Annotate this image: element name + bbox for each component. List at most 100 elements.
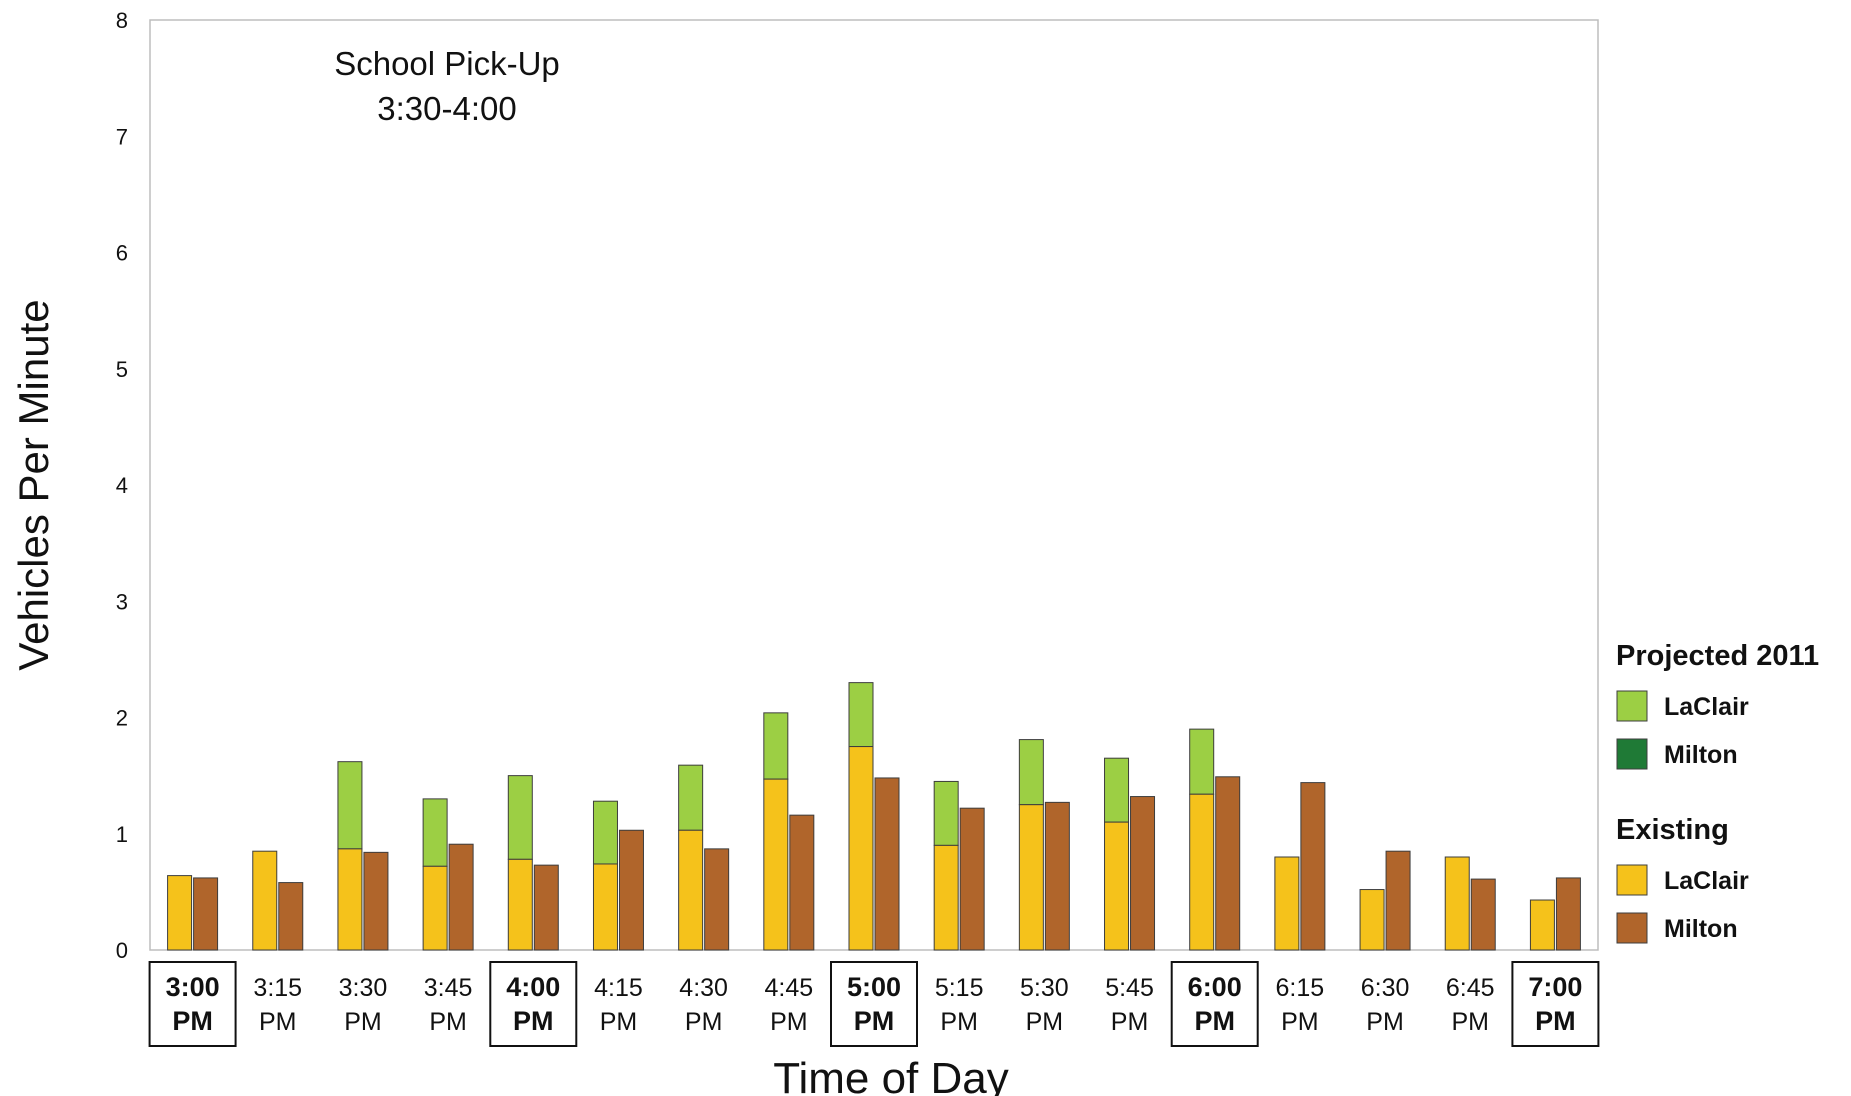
y-tick-label: 3: [116, 589, 128, 614]
bar-existing-laclair: [1529, 899, 1555, 951]
bar-existing-laclair: [167, 875, 193, 951]
legend-group-title: Existing: [1616, 814, 1729, 846]
legend-item-label: Milton: [1664, 915, 1738, 943]
bar-projected-laclair: [592, 800, 618, 865]
x-tick-label-ampm: PM: [1535, 1006, 1576, 1036]
x-tick-label-ampm: PM: [600, 1008, 638, 1036]
bar-existing-laclair: [592, 863, 618, 951]
x-tick-label-ampm: PM: [513, 1006, 554, 1036]
x-tick-label-time: 5:45: [1105, 974, 1154, 1002]
x-tick-label-time: 6:45: [1446, 974, 1495, 1002]
bar-existing-milton: [448, 843, 474, 951]
legend-item-label: Milton: [1664, 741, 1738, 769]
bar-existing-laclair: [252, 850, 278, 951]
bar-projected-laclair: [763, 712, 789, 780]
x-tick-label-time: 4:15: [594, 974, 643, 1002]
y-tick-label: 5: [116, 357, 128, 382]
bar-projected-laclair: [1104, 757, 1130, 823]
x-tick-label-time: 4:45: [764, 974, 813, 1002]
y-tick-label: 0: [116, 938, 128, 963]
bar-existing-milton: [1300, 782, 1326, 951]
x-tick-label-time: 4:00: [506, 972, 560, 1002]
y-axis-title: Vehicles Per Minute: [10, 299, 57, 670]
x-tick-label-ampm: PM: [1026, 1008, 1064, 1036]
x-tick-label-time: 5:15: [935, 974, 984, 1002]
category-label-box: [489, 961, 578, 1047]
y-tick-label: 4: [116, 473, 128, 498]
bar-existing-laclair: [337, 848, 363, 951]
bar-existing-milton: [533, 864, 559, 951]
bar-existing-laclair: [1104, 821, 1130, 951]
category-label-box: [830, 961, 918, 1047]
bar-existing-milton: [618, 829, 644, 951]
annotation-line2: 3:30-4:00: [377, 90, 516, 127]
legend-group-title: Projected 2011: [1616, 640, 1819, 672]
x-tick-label-time: 3:45: [424, 974, 473, 1002]
bar-projected-laclair: [422, 798, 448, 867]
x-tick-label-time: 5:00: [847, 972, 901, 1002]
bar-existing-milton: [278, 882, 304, 951]
bar-existing-milton: [789, 814, 815, 951]
bar-existing-milton: [874, 777, 900, 951]
bar-existing-milton: [1044, 801, 1070, 951]
x-axis-title: Time of Day: [773, 1054, 1009, 1096]
bar-projected-laclair: [1189, 728, 1215, 795]
x-tick-label-time: 5:30: [1020, 974, 1069, 1002]
x-tick-label-time: 3:00: [166, 972, 220, 1002]
bar-existing-milton: [363, 851, 389, 951]
x-tick-label-ampm: PM: [770, 1008, 808, 1036]
legend-swatch: [1616, 864, 1648, 896]
x-tick-label-time: 7:00: [1528, 972, 1582, 1002]
x-tick-label-ampm: PM: [1451, 1008, 1489, 1036]
bar-existing-milton: [1385, 850, 1411, 951]
bar-existing-laclair: [1018, 804, 1044, 951]
bar-projected-laclair: [1018, 739, 1044, 806]
bar-existing-milton: [704, 848, 730, 951]
bar-existing-laclair: [1444, 856, 1470, 951]
bar-existing-laclair: [763, 778, 789, 951]
legend-swatch: [1616, 738, 1648, 770]
x-tick-label-time: 3:30: [339, 974, 388, 1002]
x-tick-label-time: 6:30: [1361, 974, 1410, 1002]
bar-existing-milton: [1215, 776, 1241, 951]
x-tick-label-ampm: PM: [940, 1008, 978, 1036]
bar-existing-milton: [1130, 796, 1156, 951]
annotation-line1: School Pick-Up: [334, 45, 560, 82]
y-tick-label: 2: [116, 706, 128, 731]
y-tick-label: 7: [116, 124, 128, 149]
bar-projected-laclair: [933, 780, 959, 846]
bar-existing-laclair: [1359, 889, 1385, 951]
y-tick-label: 6: [116, 241, 128, 266]
x-tick-label-ampm: PM: [685, 1008, 723, 1036]
category-label-box: [1170, 961, 1259, 1047]
bar-existing-laclair: [933, 844, 959, 951]
bar-existing-laclair: [678, 829, 704, 951]
x-tick-label-time: 4:30: [679, 974, 728, 1002]
bar-existing-milton: [1470, 878, 1496, 951]
bar-existing-laclair: [1274, 856, 1300, 951]
bar-existing-laclair: [422, 865, 448, 951]
bar-projected-laclair: [848, 682, 874, 748]
plot-area-frame: [149, 19, 1599, 951]
bar-existing-milton: [193, 877, 219, 951]
bar-existing-milton: [959, 807, 985, 951]
bar-projected-laclair: [337, 761, 363, 850]
bar-projected-laclair: [678, 764, 704, 831]
x-tick-label-time: 6:00: [1188, 972, 1242, 1002]
x-tick-label-time: 3:15: [253, 974, 302, 1002]
bar-projected-laclair: [507, 775, 533, 860]
x-tick-label-ampm: PM: [172, 1006, 213, 1036]
x-tick-label-ampm: PM: [429, 1008, 467, 1036]
x-tick-label-ampm: PM: [1281, 1008, 1319, 1036]
y-tick-label: 8: [116, 8, 128, 33]
x-tick-label-ampm: PM: [1111, 1008, 1149, 1036]
legend-item-label: LaClair: [1664, 693, 1749, 721]
bar-existing-laclair: [848, 746, 874, 951]
x-tick-label-time: 6:15: [1276, 974, 1325, 1002]
x-tick-label-ampm: PM: [259, 1008, 297, 1036]
x-tick-label-ampm: PM: [1194, 1006, 1235, 1036]
legend-item-label: LaClair: [1664, 867, 1749, 895]
bar-existing-laclair: [507, 858, 533, 951]
